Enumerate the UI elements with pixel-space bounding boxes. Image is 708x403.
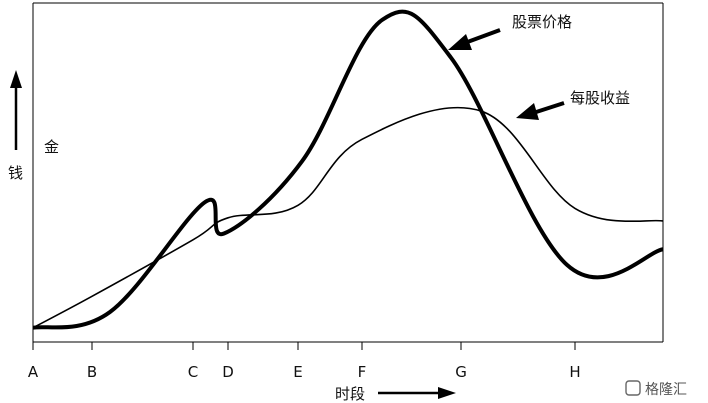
x-tick-label: E [293, 363, 302, 381]
x-tick-label: A [28, 363, 39, 381]
x-axis-label: 时段 [335, 385, 365, 403]
x-tick-label: H [569, 363, 580, 381]
y-axis-arrow [10, 70, 22, 150]
watermark-text: 格隆汇 [645, 382, 687, 398]
y-axis-sublabel: 金 [44, 138, 59, 156]
series-line-price [32, 9, 664, 330]
price-pointer-arrow [448, 28, 501, 50]
x-tick-label: D [222, 363, 234, 381]
x-ticks: A B C D E F G H [28, 342, 581, 381]
watermark: 格隆汇 [625, 380, 687, 398]
x-tick-label: F [358, 363, 367, 381]
eps-pointer-arrow [516, 101, 565, 120]
x-axis-arrow [378, 387, 456, 399]
x-tick-label: G [455, 363, 467, 381]
watermark-logo-icon [625, 380, 641, 396]
y-axis-label: 钱 [8, 164, 23, 182]
x-tick-label: B [87, 363, 97, 381]
plot-frame [32, 2, 664, 343]
x-tick-label: C [188, 363, 198, 381]
legend-label-price: 股票价格 [512, 13, 572, 31]
legend-label-eps: 每股收益 [570, 89, 630, 107]
series-line-eps [32, 106, 664, 329]
